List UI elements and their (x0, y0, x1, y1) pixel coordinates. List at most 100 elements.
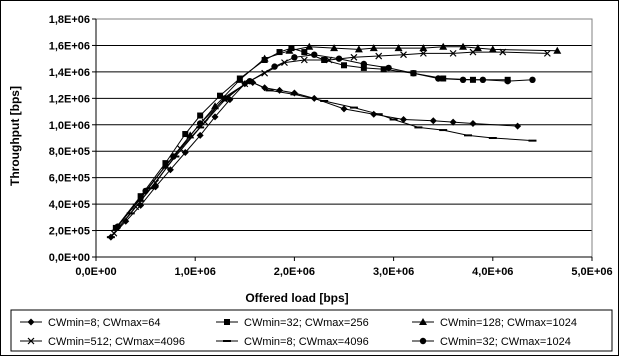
y-tick-label: 1,8E+06 (49, 14, 90, 26)
y-tick-label: 0,0E+00 (49, 252, 90, 264)
data-point-diamond (290, 89, 298, 97)
data-point-diamond (181, 149, 189, 157)
legend-label: CWmin=512; CWmax=4096 (48, 336, 185, 348)
y-tick-label: 1,6E+06 (49, 40, 90, 52)
series-circle (114, 51, 536, 230)
data-point-diamond (469, 119, 477, 127)
data-point-circle (271, 63, 278, 70)
x-tick-label: 4,0E+06 (472, 266, 513, 278)
x-stroke (543, 49, 551, 57)
plot-area (95, 18, 593, 258)
legend: CWmin=8; CWmax=64 CWmin=32; CWmax=256 CWmi… (10, 309, 613, 352)
x-tick-label: 1,0E+06 (175, 266, 216, 278)
data-point-circle (529, 76, 536, 84)
data-point-triangle (419, 318, 427, 325)
x-stroke (419, 49, 427, 57)
x-stroke (27, 337, 35, 345)
data-point-diamond (211, 113, 219, 121)
data-point-diamond (400, 115, 408, 123)
data-point-square (217, 92, 223, 99)
data-point-x (300, 56, 308, 64)
data-point-circle (504, 77, 511, 85)
legend-label: CWmin=128; CWmax=1024 (440, 317, 577, 329)
data-point-x (419, 49, 427, 57)
legend-label: CWmin=8; CWmax=4096 (244, 336, 369, 348)
data-point-circle (221, 95, 229, 102)
data-point-triangle (354, 45, 363, 53)
series-group (106, 42, 562, 241)
data-point-x (469, 48, 477, 56)
series-square (112, 45, 511, 231)
data-point-diamond (340, 105, 348, 113)
series-line (110, 80, 533, 238)
data-point-x (449, 49, 457, 57)
legend-label: CWmin=32; CWmax=256 (244, 317, 369, 329)
data-point-x (27, 337, 35, 345)
legend-item: CWmin=32; CWmax=1024 (412, 336, 571, 348)
legend-label: CWmin=32; CWmax=1024 (440, 336, 571, 348)
series-triangle (111, 42, 562, 231)
legend-item: CWmin=128; CWmax=1024 (412, 317, 577, 329)
y-tick-labels: 0,0E+00 2,0E+05 4,0E+05 6,0E+05 8,0E+05 1,0E+… (49, 14, 90, 264)
x-stroke (300, 56, 308, 64)
data-point-circle (459, 76, 467, 84)
x-tick-label: 3,0E+06 (373, 266, 414, 278)
data-point-circle (410, 70, 417, 77)
data-point-square (276, 49, 283, 56)
data-point-circle (385, 64, 392, 72)
data-point-diamond (514, 122, 522, 130)
data-point-triangle (305, 42, 314, 50)
data-point-triangle (369, 44, 378, 52)
x-stroke (350, 53, 358, 61)
legend-item: CWmin=32; CWmax=256 (216, 317, 369, 329)
x-axis-label: Offered load [bps] (245, 291, 348, 305)
data-point-x (375, 52, 383, 60)
data-point-x (325, 56, 333, 64)
data-point-diamond (449, 118, 457, 126)
x-tick-label: 0,0E+00 (75, 266, 116, 278)
x-stroke (449, 49, 457, 57)
data-point-circle (246, 77, 253, 85)
x-tick-label: 5,0E+06 (571, 266, 612, 278)
data-point-circle (419, 337, 427, 345)
data-point-circle (114, 223, 122, 230)
data-point-square (380, 66, 387, 73)
data-point-triangle (439, 42, 448, 50)
data-point-x (499, 48, 507, 56)
data-point-square (197, 112, 204, 119)
legend-item: CWmin=512; CWmax=4096 (20, 336, 185, 348)
x-stroke (499, 48, 507, 56)
data-point-triangle (394, 44, 403, 52)
data-point-triangle (488, 45, 497, 53)
data-point-triangle (260, 54, 269, 62)
data-point-circle (291, 54, 298, 61)
y-tick-label: 4,0E+05 (49, 199, 90, 211)
data-point-circle (360, 60, 368, 68)
data-point-triangle (553, 46, 562, 54)
data-point-x (543, 49, 551, 57)
x-stroke (325, 56, 333, 64)
x-stroke (375, 52, 383, 60)
y-tick-label: 6,0E+05 (49, 173, 90, 185)
data-point-circle (479, 76, 487, 84)
series-line (117, 54, 533, 227)
data-point-square (341, 62, 347, 69)
data-point-x (350, 53, 358, 61)
data-point-triangle (419, 44, 428, 52)
data-point-triangle (285, 46, 294, 54)
y-axis-label: Throughput [bps] (8, 86, 22, 186)
legend-item: CWmin=8; CWmax=64 (20, 317, 160, 329)
series-line (115, 47, 508, 229)
data-point-diamond (196, 131, 204, 139)
series-dash (106, 80, 537, 239)
series-diamond (107, 78, 522, 241)
x-stroke (400, 51, 407, 59)
x-tick-labels: 0,0E+00 1,0E+06 2,0E+06 3,0E+06 4,0E+06 5,0E+… (75, 266, 612, 278)
legend-box (10, 309, 613, 352)
y-tick-label: 1,2E+06 (49, 93, 90, 105)
data-point-triangle (459, 42, 468, 50)
data-point-square (224, 319, 230, 325)
data-point-diamond (122, 217, 130, 225)
y-tick-label: 8,0E+05 (49, 146, 90, 158)
